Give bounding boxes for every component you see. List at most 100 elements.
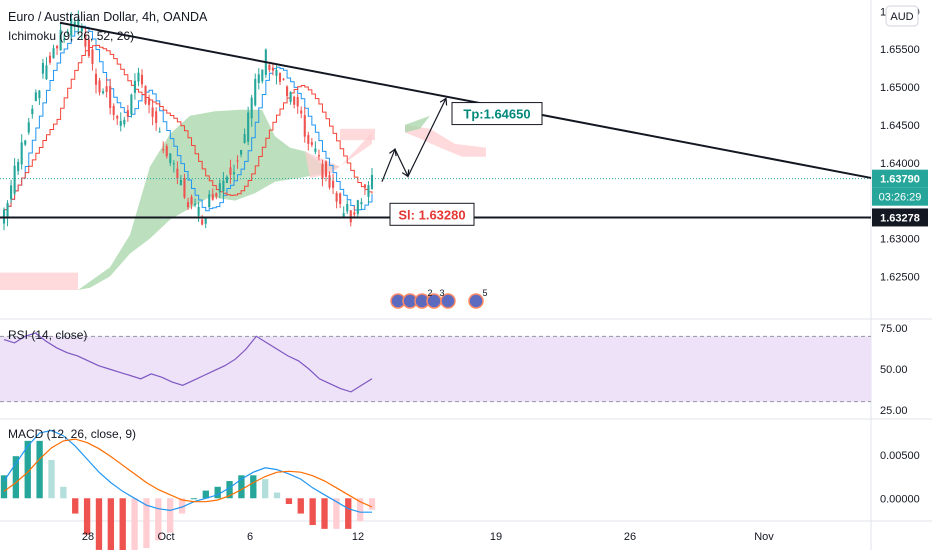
- macd-histogram-bar: [285, 498, 293, 504]
- tp-label-box[interactable]: [451, 102, 543, 126]
- candle-body: [339, 193, 342, 205]
- economic-event-icon[interactable]: [440, 293, 456, 309]
- macd-tick-label: 0.00000: [880, 493, 920, 505]
- macd-histogram-bar: [60, 486, 67, 499]
- tenkan-sen-line: [4, 25, 373, 212]
- candle-body: [91, 49, 94, 64]
- candle-body: [165, 146, 168, 157]
- arrow-head: [439, 97, 448, 106]
- macd-histogram-bar: [321, 498, 328, 529]
- candle-body: [52, 48, 55, 59]
- candle-body: [303, 115, 306, 137]
- drawings[interactable]: Tp:1.64650 Sl: 1.63280: [0, 21, 872, 226]
- candle-body: [360, 202, 363, 205]
- macd-histogram-bar: [167, 498, 174, 533]
- candle-body: [257, 74, 260, 83]
- macd-histogram-bar: [143, 498, 150, 548]
- macd-histogram-bar: [273, 492, 281, 499]
- ichimoku-legend[interactable]: Ichimoku (9, 26, 52, 26): [8, 29, 134, 43]
- macd-pane: 0.00500 0.00000: [0, 429, 920, 550]
- event-marker-label: 5: [482, 288, 487, 298]
- candle-body: [144, 86, 147, 104]
- candle-body: [176, 168, 179, 179]
- candle-body: [27, 122, 30, 133]
- candle-body: [183, 177, 186, 198]
- price-tick-label: 1.64000: [880, 158, 920, 170]
- candle-body: [186, 202, 190, 208]
- rsi-band: [0, 336, 871, 402]
- sl-label-box[interactable]: [389, 202, 475, 226]
- candle-body: [240, 149, 243, 155]
- candle-body: [56, 45, 59, 49]
- candle-body: [254, 78, 257, 106]
- candle-body: [232, 172, 236, 175]
- candle-body: [275, 70, 278, 76]
- time-tick-label: 28: [82, 531, 94, 543]
- candle-body: [137, 72, 140, 82]
- rsi-line: [3, 332, 373, 393]
- candle-body: [48, 55, 52, 63]
- macd-histogram-bar: [24, 440, 31, 499]
- support-level-badge-label: 1.63278: [880, 212, 920, 224]
- candle-body: [349, 210, 352, 223]
- macd-histogram-bar: [214, 486, 221, 499]
- currency-button[interactable]: [885, 5, 919, 27]
- candle-body: [130, 94, 133, 115]
- countdown-badge: [872, 187, 928, 206]
- candle-body: [17, 161, 20, 172]
- projected-path[interactable]: [381, 98, 447, 182]
- macd-histogram-bar: [95, 498, 103, 550]
- candle-body: [59, 29, 62, 51]
- rsi-legend[interactable]: RSI (14, close): [8, 328, 87, 342]
- support-level-badge[interactable]: [872, 208, 928, 227]
- tp-label-text[interactable]: Tp:1.64650: [463, 107, 530, 122]
- candle-body: [201, 219, 204, 225]
- descending-trendline[interactable]: [59, 21, 872, 179]
- candle-body: [20, 142, 23, 165]
- candle-body: [155, 111, 158, 123]
- macd-histogram-bar: [250, 475, 257, 499]
- candle-body: [24, 140, 27, 145]
- candle-body: [261, 69, 264, 82]
- candle-body: [197, 207, 200, 216]
- arrow-head: [389, 148, 397, 157]
- cloud-bear-future: [405, 124, 486, 157]
- candle-body: [133, 80, 136, 93]
- macd-legend[interactable]: MACD (12, 26, close, 9): [8, 427, 136, 441]
- time-axis[interactable]: 28 Oct 6 12 19 26 Nov: [82, 531, 774, 543]
- candle-body: [10, 185, 13, 200]
- candle-body: [194, 203, 197, 206]
- current-price-badge[interactable]: [872, 169, 928, 188]
- sl-label-text[interactable]: Sl: 1.63280: [398, 207, 465, 222]
- candle-body: [356, 200, 359, 214]
- candle-body: [70, 18, 73, 36]
- candle-body: [243, 134, 246, 144]
- candle-body: [140, 74, 144, 85]
- currency-button-label[interactable]: AUD: [890, 11, 913, 23]
- candle-body: [123, 119, 126, 125]
- candle-body: [324, 161, 328, 177]
- cloud-bear-segment: [340, 128, 375, 141]
- candle-body: [151, 107, 154, 117]
- candle-body: [87, 39, 90, 57]
- price-axis[interactable]: 1.660001.655001.650001.645001.640001.630…: [872, 6, 928, 283]
- event-marker-label: 2: [427, 288, 432, 298]
- ichimoku-lines: [4, 25, 373, 212]
- macd-histogram-bar: [202, 490, 209, 499]
- macd-histogram-bar: [107, 498, 115, 550]
- economic-event-icon[interactable]: [468, 293, 484, 309]
- candle-body: [282, 78, 285, 80]
- candle-body: [13, 165, 16, 194]
- rsi-tick-label: 50.00: [880, 364, 908, 376]
- candle-body: [218, 183, 221, 193]
- candle-body: [363, 184, 366, 188]
- candle-body: [73, 21, 76, 27]
- candle-body: [105, 86, 108, 92]
- time-tick-label: 12: [352, 531, 364, 543]
- chart-title: Euro / Australian Dollar, 4h, OANDA: [8, 10, 208, 24]
- candle-body: [116, 115, 119, 119]
- candle-body: [148, 97, 151, 105]
- candle-body: [126, 110, 129, 117]
